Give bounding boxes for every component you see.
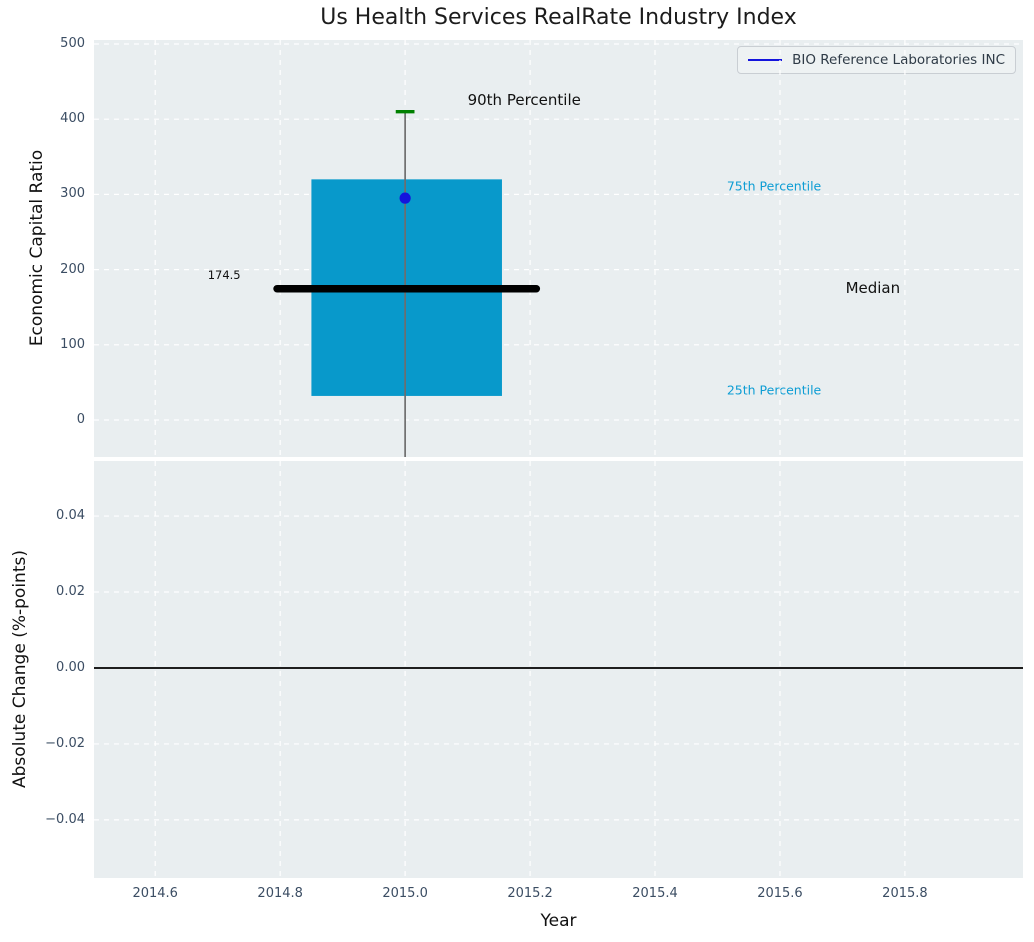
annotation-median: Median xyxy=(845,279,901,298)
chart-title: Us Health Services RealRate Industry Ind… xyxy=(320,5,797,30)
axes-canvas xyxy=(94,40,1023,457)
x-tick-label: 2015.8 xyxy=(882,886,928,901)
x-tick-label: 2015.6 xyxy=(757,886,803,901)
y-tick-label: 500 xyxy=(60,35,85,51)
annotation-75th-percentile: 75th Percentile xyxy=(726,178,822,194)
y-tick-label: 100 xyxy=(60,336,85,352)
x-tick-label: 2015.0 xyxy=(382,886,428,901)
y-tick-label: 300 xyxy=(60,186,85,202)
x-axis-label: Year xyxy=(540,911,577,931)
y-tick-label: 400 xyxy=(60,111,85,127)
y-tick-label: 0.02 xyxy=(56,584,85,600)
x-tick-label: 2015.2 xyxy=(507,886,553,901)
axes-canvas xyxy=(94,461,1023,878)
legend-label: BIO Reference Laboratories INC xyxy=(792,52,1005,68)
bottom-axes xyxy=(94,461,1023,878)
top-axes: 90th Percentile 75th Percentile Median 2… xyxy=(94,40,1023,457)
x-tick-label: 2014.8 xyxy=(257,886,303,901)
y-tick-label: 0 xyxy=(76,412,85,427)
y-tick-label: −0.04 xyxy=(45,811,85,827)
x-tick-label: 2014.6 xyxy=(132,886,178,901)
y-axis-label-top: Economic Capital Ratio xyxy=(27,149,47,347)
x-tick-label: 2015.4 xyxy=(632,886,678,901)
legend: BIO Reference Laboratories INC xyxy=(737,46,1016,74)
annotation-median-value: 174.5 xyxy=(207,267,241,282)
y-tick-label: 0.04 xyxy=(56,508,85,524)
legend-line-sample xyxy=(748,59,783,61)
y-tick-label: −0.02 xyxy=(45,735,85,751)
y-tick-label: 0.00 xyxy=(56,659,85,675)
annotation-90th-percentile: 90th Percentile xyxy=(467,91,581,110)
company-point xyxy=(399,192,411,204)
annotation-25th-percentile: 25th Percentile xyxy=(726,382,822,398)
y-tick-label: 200 xyxy=(60,261,85,277)
